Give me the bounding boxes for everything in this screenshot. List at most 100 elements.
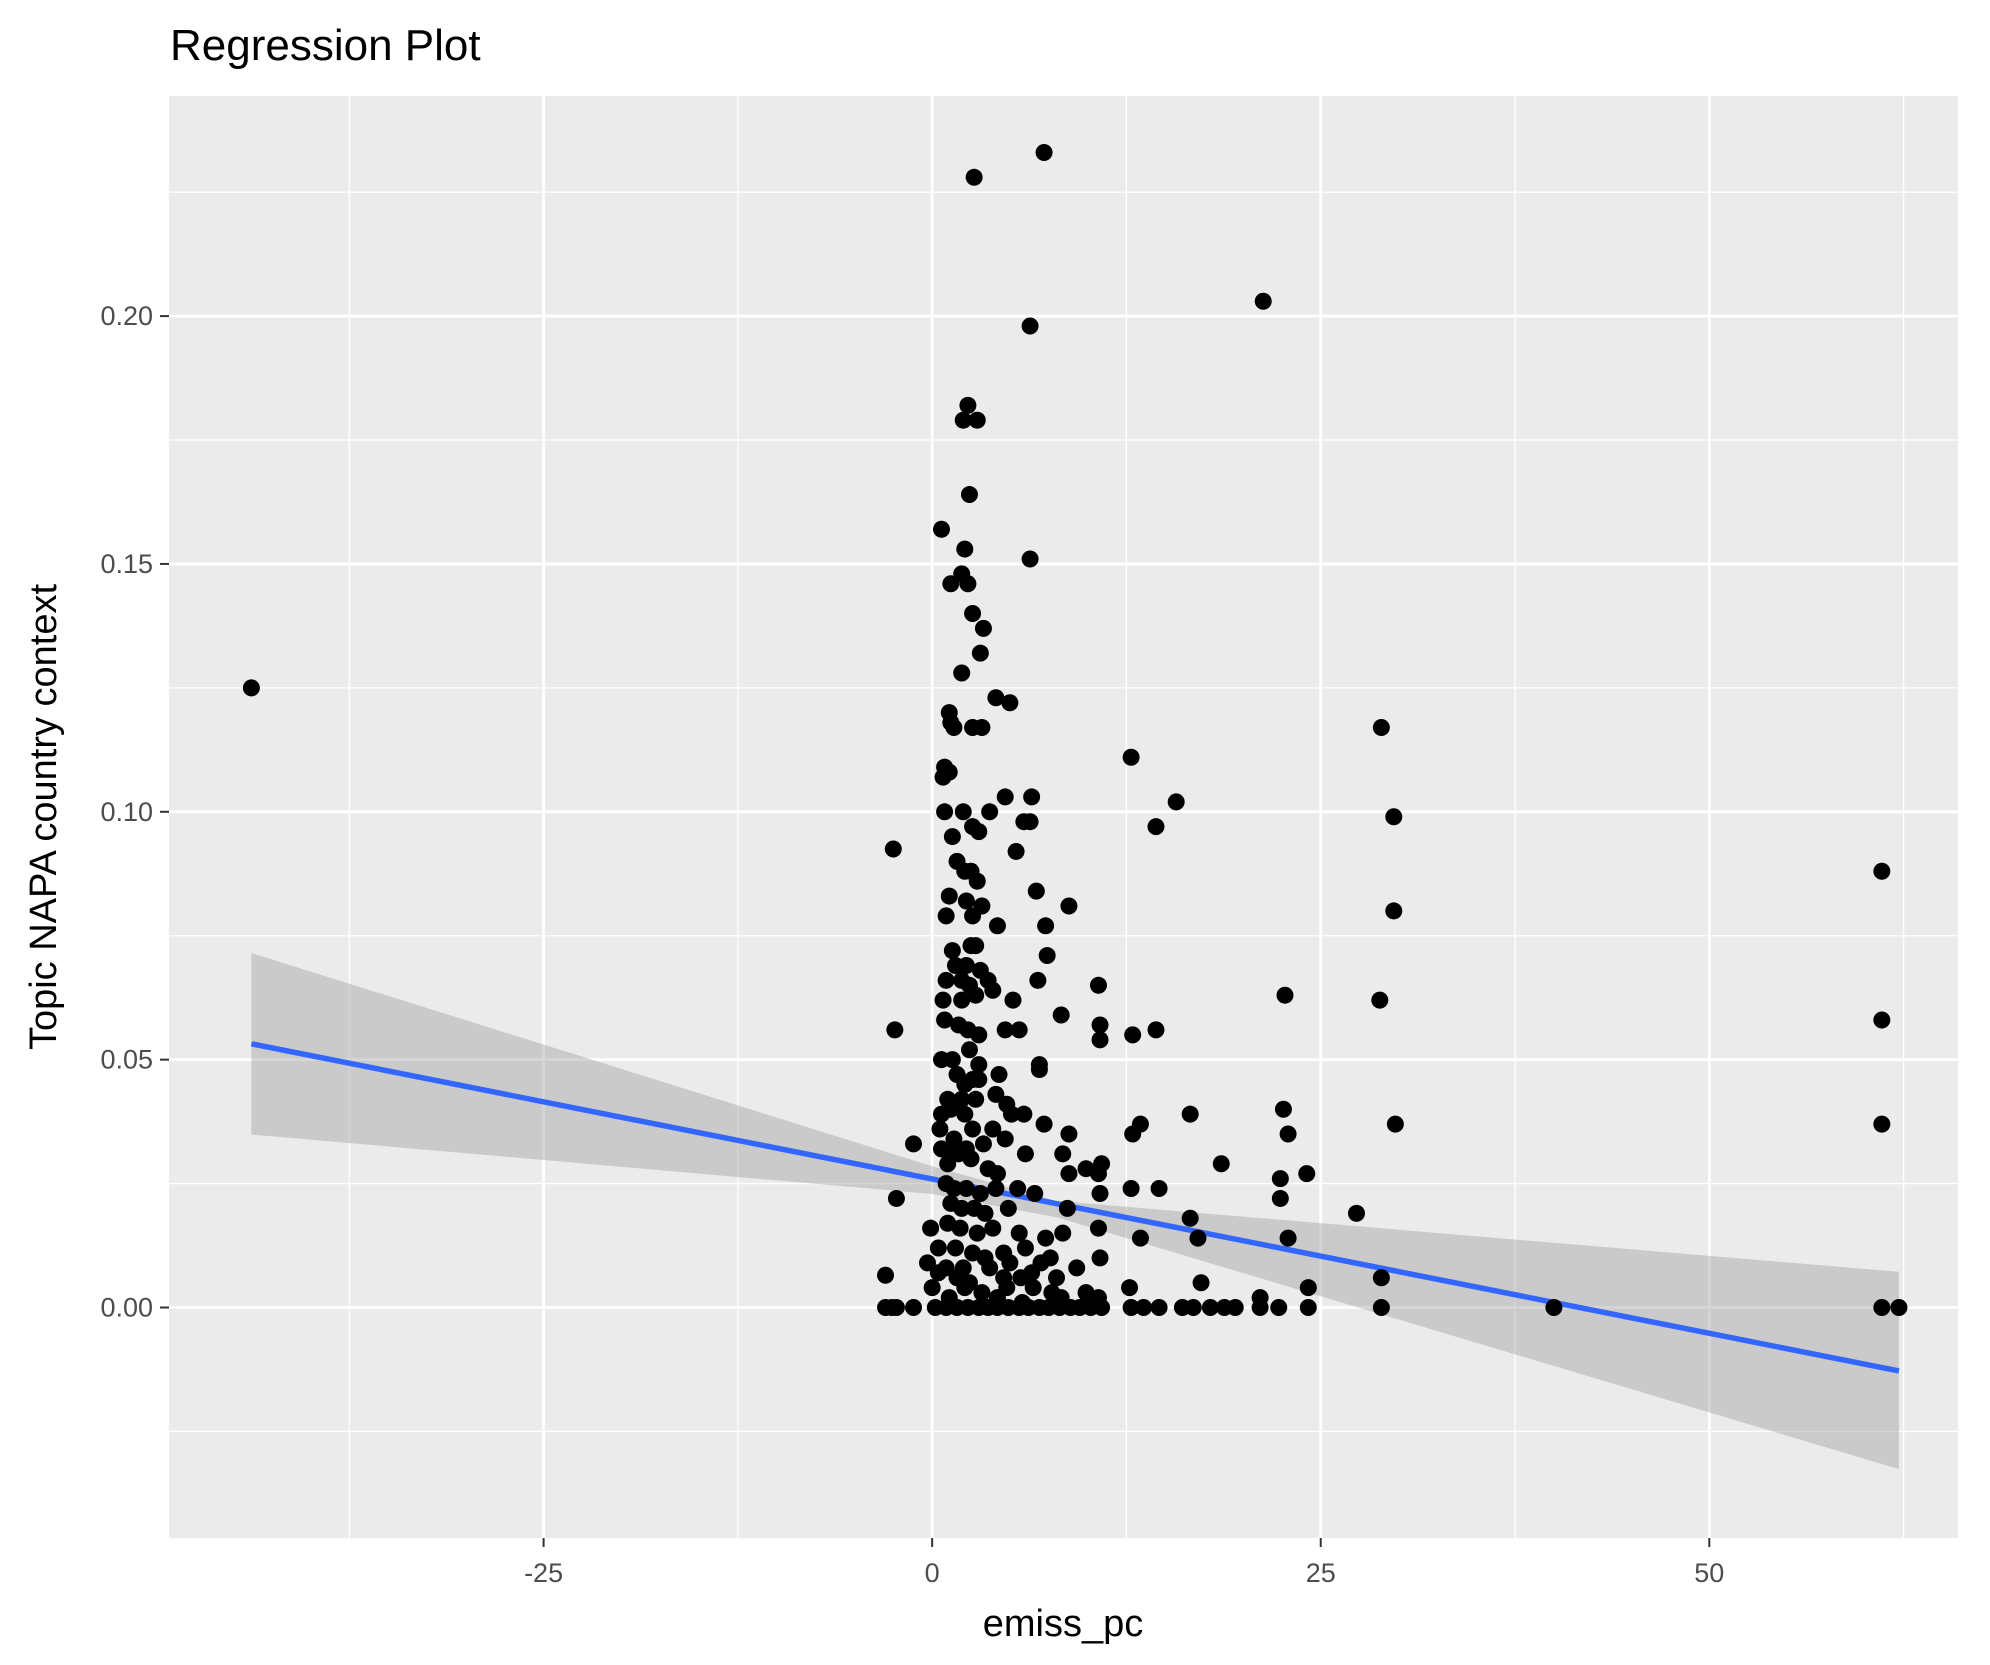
x-axis-label: emiss_pc	[983, 1603, 1144, 1645]
scatter-point	[943, 1051, 961, 1069]
scatter-point	[945, 1180, 963, 1198]
scatter-point	[968, 872, 986, 890]
y-tick-label: 0.05	[100, 1045, 153, 1075]
scatter-point	[1038, 947, 1056, 965]
scatter-point	[1004, 991, 1022, 1009]
scatter-point	[1001, 694, 1019, 712]
chart-title: Regression Plot	[170, 21, 481, 70]
scatter-point	[1060, 1125, 1078, 1143]
scatter-point	[1873, 1115, 1891, 1133]
scatter-point	[923, 1279, 941, 1297]
scatter-point	[1060, 1165, 1078, 1183]
scatter-point	[1181, 1209, 1199, 1227]
scatter-point	[1021, 550, 1039, 568]
scatter-point	[1124, 1125, 1142, 1143]
scatter-point	[981, 803, 999, 821]
scatter-point	[1054, 1145, 1072, 1163]
scatter-point	[936, 1011, 954, 1029]
scatter-point	[1091, 1184, 1109, 1202]
scatter-point	[964, 907, 982, 925]
scatter-point	[988, 917, 1006, 935]
scatter-point	[956, 540, 974, 558]
scatter-point	[953, 991, 971, 1009]
scatter-point	[1035, 144, 1053, 162]
scatter-point	[973, 719, 991, 737]
minor-gridlines	[169, 96, 1958, 1538]
scatter-point	[967, 937, 985, 955]
scatter-point	[1012, 1269, 1030, 1287]
scatter-point	[1299, 1298, 1317, 1316]
major-gridlines	[169, 96, 1958, 1538]
scatter-point	[1035, 1115, 1053, 1133]
scatter-point	[1037, 917, 1055, 935]
scatter-point	[953, 664, 971, 682]
scatter-point	[887, 1298, 905, 1316]
scatter-point	[942, 714, 960, 732]
scatter-point	[1093, 1298, 1111, 1316]
scatter-point	[957, 956, 975, 974]
scatter-point	[936, 803, 954, 821]
scatter-point	[956, 1279, 974, 1297]
scatter-point	[1184, 1298, 1202, 1316]
scatter-point	[1890, 1298, 1908, 1316]
scatter-point	[1089, 1219, 1107, 1237]
scatter-point	[990, 1066, 1008, 1084]
scatter-point	[922, 1219, 940, 1237]
scatter-point	[1347, 1204, 1365, 1222]
scatter-point	[934, 991, 952, 1009]
y-tick-label: 0.10	[100, 797, 153, 827]
scatter-point	[984, 981, 1002, 999]
scatter-point	[1274, 1100, 1292, 1118]
scatter-point	[953, 565, 971, 583]
scatter-point	[1270, 1298, 1288, 1316]
scatter-point	[1093, 1155, 1111, 1173]
scatter-point	[1021, 317, 1039, 335]
scatter-point	[1122, 1298, 1140, 1316]
scatter-point	[1010, 1021, 1028, 1039]
scatter-point	[1026, 1184, 1044, 1202]
scatter-point	[999, 1199, 1017, 1217]
scatter-point	[937, 907, 955, 925]
scatter-point	[1135, 1298, 1153, 1316]
scatter-point	[934, 768, 952, 786]
y-tick-label: 0.00	[100, 1292, 153, 1322]
scatter-point	[1032, 1254, 1050, 1272]
scatter-point	[1873, 862, 1891, 880]
scatter-point	[1298, 1165, 1316, 1183]
scatter-point	[1015, 1105, 1033, 1123]
scatter-point	[953, 1199, 971, 1217]
scatter-point	[1299, 1279, 1317, 1297]
scatter-point	[988, 1165, 1006, 1183]
scatter-point	[968, 1224, 986, 1242]
scatter-point	[1091, 1031, 1109, 1049]
scatter-point	[974, 619, 992, 637]
y-axis-label: Topic NAPA country context	[23, 584, 65, 1051]
scatter-point	[929, 1264, 947, 1282]
scatter-point	[968, 411, 986, 429]
scatter-point	[1147, 1021, 1165, 1039]
scatter-point	[970, 1026, 988, 1044]
scatter-point	[905, 1135, 923, 1153]
scatter-point	[1279, 1229, 1297, 1247]
scatter-point	[886, 1021, 904, 1039]
scatter-point	[957, 892, 975, 910]
scatter-point	[959, 396, 977, 414]
scatter-point	[918, 1254, 936, 1272]
x-tick-label: 0	[925, 1558, 940, 1588]
scatter-point	[1091, 1249, 1109, 1267]
scatter-point	[1058, 1199, 1076, 1217]
scatter-point	[1279, 1125, 1297, 1143]
scatter-point	[937, 971, 955, 989]
scatter-point	[1372, 719, 1390, 737]
scatter-point	[1386, 1115, 1404, 1133]
scatter-point	[960, 486, 978, 504]
scatter-point	[1016, 1239, 1034, 1257]
scatter-point	[1873, 1298, 1891, 1316]
scatter-point	[971, 644, 989, 662]
scatter-point	[1226, 1298, 1244, 1316]
scatter-point	[1054, 1224, 1072, 1242]
scatter-point	[884, 840, 902, 858]
scatter-point	[1271, 1189, 1289, 1207]
